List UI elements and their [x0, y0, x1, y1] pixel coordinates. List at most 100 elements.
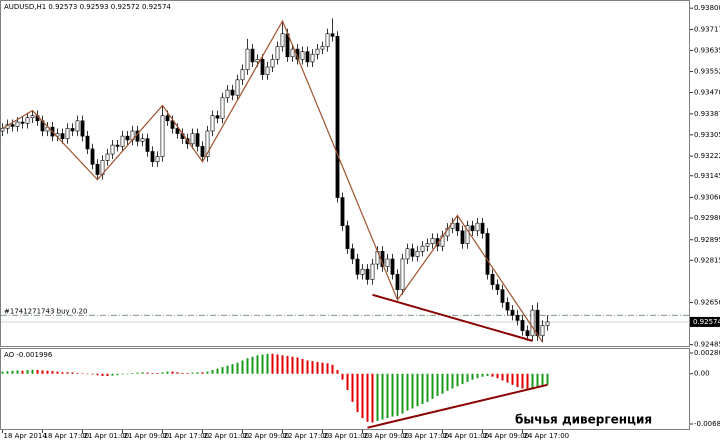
ao-bar: [286, 356, 289, 374]
candle-body: [190, 133, 195, 145]
candle-body: [340, 197, 345, 227]
candle-body: [30, 115, 35, 119]
candle-body: [150, 151, 155, 163]
candle-body: [255, 59, 260, 63]
ao-bar: [121, 373, 124, 375]
ao-bar: [546, 373, 549, 385]
ao-bar: [431, 373, 434, 399]
ao-bar: [171, 371, 174, 374]
ao-bar: [481, 373, 484, 377]
ao-bar: [36, 370, 39, 374]
candle-body: [260, 59, 265, 76]
candle-body: [390, 258, 395, 275]
candle-body: [460, 230, 465, 244]
ao-bar: [226, 365, 229, 374]
candle-body: [25, 117, 30, 124]
ao-bar: [371, 373, 374, 423]
x-tick-label: 18 Apr 2014: [4, 432, 48, 440]
candle-body: [170, 120, 175, 129]
candle-body: [465, 225, 470, 244]
ao-bar: [436, 373, 439, 396]
candle-body: [85, 135, 90, 150]
candle-body: [230, 89, 235, 96]
ao-bar: [526, 373, 529, 390]
ao-bar: [156, 373, 159, 374]
candle-body: [365, 268, 370, 280]
candle-body: [155, 156, 160, 163]
ao-bar: [396, 373, 399, 416]
ao-bar: [471, 373, 474, 380]
ao-bar: [76, 373, 79, 374]
y-tick-label: 0.002807: [694, 349, 720, 357]
ao-bar: [501, 373, 504, 381]
ao-bar: [296, 357, 299, 374]
ao-bar: [6, 371, 9, 374]
candle-body: [405, 248, 410, 260]
ao-bar: [496, 373, 499, 379]
ao-bar: [291, 356, 294, 374]
ao-bar: [1, 371, 4, 374]
x-tick-label: 21 Apr 09:00: [124, 432, 170, 440]
y-tick-label: -0.006802: [694, 420, 720, 428]
ao-panel: [0, 348, 690, 430]
y-tick-label: 0.92895: [694, 236, 720, 244]
ao-bar: [356, 373, 359, 413]
y-tick-label: 0.93387: [694, 110, 720, 118]
candle-body: [165, 115, 170, 122]
ao-bar: [361, 373, 364, 419]
y-tick-label: 0.92485: [694, 341, 720, 349]
candle-body: [95, 163, 100, 175]
candle-body: [250, 48, 255, 63]
ao-bar: [186, 373, 189, 374]
candle-body: [535, 309, 540, 337]
ao-bar: [211, 370, 214, 374]
candle-body: [205, 130, 210, 157]
ao-bar: [201, 372, 204, 374]
candle-body: [300, 51, 305, 60]
candle-body: [385, 258, 390, 267]
candle-body: [310, 53, 315, 63]
candle-body: [110, 144, 115, 155]
ao-bar: [386, 373, 389, 419]
ao-bar: [486, 373, 489, 376]
ao-bar: [541, 373, 544, 387]
ao-bar: [261, 354, 264, 374]
ao-bar: [516, 373, 519, 388]
candle-body: [360, 268, 365, 275]
x-tick-label: 22 Apr 17:00: [284, 432, 330, 440]
candle-body: [140, 138, 145, 142]
ao-bar: [426, 373, 429, 402]
ao-bar: [321, 362, 324, 374]
candle-body: [475, 222, 480, 232]
candle-body: [225, 89, 230, 99]
candle-body: [160, 115, 165, 157]
ao-bar: [311, 361, 314, 374]
ao-bar: [206, 371, 209, 374]
candle-body: [175, 128, 180, 134]
ao-bar: [116, 373, 119, 376]
ao-bar: [376, 373, 379, 422]
x-tick-label: 24 Apr 01:00: [444, 432, 490, 440]
price-panel: [0, 0, 690, 347]
ao-bar: [61, 372, 64, 374]
candle-body: [90, 148, 95, 165]
candle-body: [455, 222, 460, 232]
x-tick-label: 24 Apr 09:00: [484, 432, 530, 440]
x-tick-label: 23 Apr 01:00: [324, 432, 370, 440]
ao-bar: [456, 373, 459, 387]
ao-bar: [241, 360, 244, 374]
x-tick-label: 24 Apr 17:00: [524, 432, 570, 440]
candle-body: [265, 66, 270, 76]
candle-body: [240, 69, 245, 81]
candle-body: [235, 79, 240, 96]
ao-bar: [506, 373, 509, 383]
ao-bar: [161, 372, 164, 374]
ao-bar: [176, 372, 179, 374]
ao-bar: [351, 373, 354, 402]
ao-bar: [56, 371, 59, 374]
ao-bar: [141, 372, 144, 374]
